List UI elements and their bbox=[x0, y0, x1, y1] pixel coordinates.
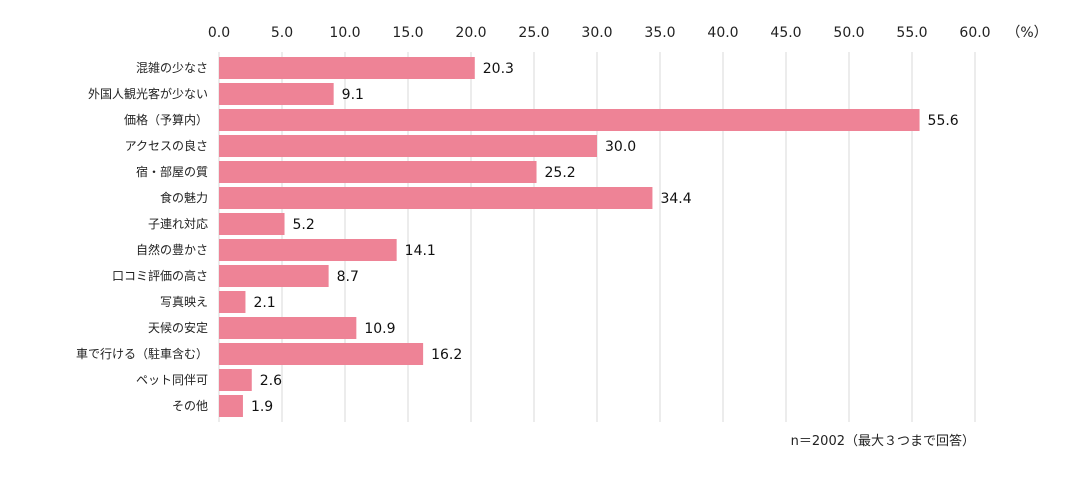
category-label: 宿・部屋の質 bbox=[136, 164, 208, 179]
category-label: アクセスの良さ bbox=[125, 138, 208, 153]
grid-lines bbox=[218, 52, 976, 422]
x-tick-label: 0.0 bbox=[208, 25, 230, 41]
x-tick-label: 30.0 bbox=[581, 25, 612, 41]
value-label: 25.2 bbox=[545, 165, 576, 181]
bar bbox=[219, 317, 357, 339]
bar bbox=[219, 83, 334, 105]
category-label: 写真映え bbox=[160, 295, 208, 309]
sample-size-note: n＝2002（最大３つまで回答） bbox=[791, 433, 975, 449]
x-tick-label: 20.0 bbox=[455, 25, 486, 41]
value-label: 14.1 bbox=[405, 243, 436, 259]
x-tick-label: 45.0 bbox=[770, 25, 801, 41]
category-label: 車で行ける（駐車含む） bbox=[76, 346, 208, 361]
category-label: 外国人観光客が少ない bbox=[88, 86, 208, 101]
category-label: ペット同伴可 bbox=[136, 373, 208, 387]
category-label: 子連れ対応 bbox=[148, 217, 208, 231]
x-tick-label: 5.0 bbox=[271, 25, 293, 41]
bar bbox=[219, 291, 246, 313]
value-label: 16.2 bbox=[431, 347, 462, 363]
bar bbox=[219, 57, 475, 79]
value-label: 30.0 bbox=[605, 139, 636, 155]
category-label: 天候の安定 bbox=[148, 320, 208, 335]
bar bbox=[219, 239, 397, 261]
value-label: 9.1 bbox=[342, 87, 364, 103]
category-label: 口コミ評価の高さ bbox=[112, 268, 208, 283]
bar bbox=[219, 109, 920, 131]
category-label: 混雑の少なさ bbox=[136, 60, 208, 75]
bar bbox=[219, 161, 537, 183]
x-tick-label: 25.0 bbox=[518, 25, 549, 41]
value-label: 8.7 bbox=[337, 269, 359, 285]
value-label: 2.6 bbox=[260, 373, 282, 389]
value-label: 1.9 bbox=[251, 399, 273, 415]
value-label: 5.2 bbox=[293, 217, 315, 233]
value-label: 55.6 bbox=[928, 113, 959, 129]
x-axis-ticks: 0.0 5.0 10.0 15.0 20.0 25.0 30.0 35.0 40.0 45.0 50… bbox=[208, 25, 991, 41]
category-label: 食の魅力 bbox=[160, 190, 208, 205]
x-tick-label: 10.0 bbox=[329, 25, 360, 41]
axis-unit-label: （%） bbox=[1006, 25, 1047, 41]
category-label: その他 bbox=[172, 399, 208, 413]
x-tick-label: 35.0 bbox=[644, 25, 675, 41]
x-tick-label: 40.0 bbox=[707, 25, 738, 41]
value-labels: 20.3 9.1 55.6 30.0 25.2 34.4 5.2 14.1 8.7 2.1 10.9… bbox=[251, 61, 959, 415]
value-label: 20.3 bbox=[483, 61, 514, 77]
x-tick-label: 60.0 bbox=[959, 25, 990, 41]
x-tick-label: 55.0 bbox=[896, 25, 927, 41]
bar bbox=[219, 213, 285, 235]
bar bbox=[219, 369, 252, 391]
bar bbox=[219, 135, 597, 157]
value-label: 10.9 bbox=[364, 321, 395, 337]
bar bbox=[219, 395, 243, 417]
bars bbox=[219, 57, 920, 417]
category-label: 価格（予算内） bbox=[124, 112, 208, 127]
bar bbox=[219, 187, 653, 209]
category-label: 自然の豊かさ bbox=[136, 242, 208, 257]
value-label: 2.1 bbox=[253, 295, 275, 311]
x-tick-label: 15.0 bbox=[392, 25, 423, 41]
value-label: 34.4 bbox=[660, 191, 691, 207]
bar bbox=[219, 265, 329, 287]
bar bbox=[219, 343, 424, 365]
x-tick-label: 50.0 bbox=[833, 25, 864, 41]
